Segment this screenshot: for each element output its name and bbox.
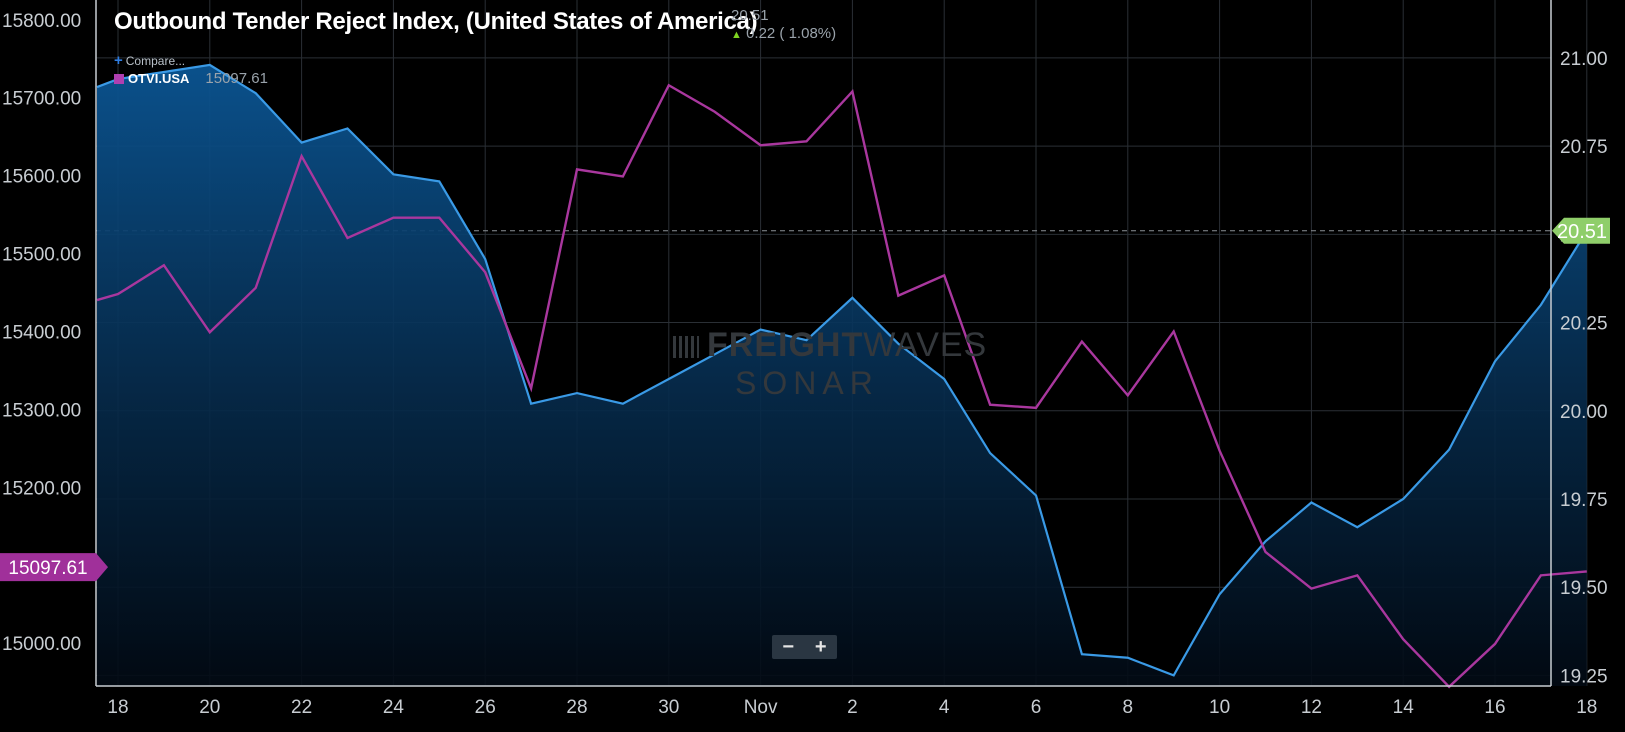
change-readout: ▲ 0.22 ( 1.08%) <box>731 25 836 42</box>
x-tick-label: 2 <box>847 697 858 718</box>
x-tick-label: 18 <box>107 697 128 718</box>
otvi-value-badge <box>0 553 108 582</box>
left-tick-label: 15000.00 <box>2 634 81 655</box>
freightwaves-logo-icon <box>673 336 699 358</box>
x-tick-label: 10 <box>1209 697 1230 718</box>
x-tick-label: 24 <box>383 697 405 718</box>
watermark-brand-bold: FREIGHT <box>707 326 864 364</box>
x-tick-label: 4 <box>939 697 950 718</box>
right-tick-label: 19.75 <box>1560 490 1608 511</box>
value-badges: 20.51 15097.61 <box>0 217 1610 582</box>
x-tick-label: 14 <box>1393 697 1415 718</box>
up-arrow-icon: ▲ <box>731 29 742 41</box>
x-tick-label: 6 <box>1031 697 1042 718</box>
right-tick-label: 20.00 <box>1560 402 1608 423</box>
watermark-product: SONAR <box>735 365 879 401</box>
x-tick-label: 26 <box>475 697 496 718</box>
otvi-value-badge-label: 15097.61 <box>8 558 87 579</box>
x-tick-label: 16 <box>1484 697 1505 718</box>
left-tick-label: 15800.00 <box>2 11 81 32</box>
zoom-controls: − + <box>772 635 837 659</box>
compare-label: Compare... <box>125 54 186 68</box>
last-price-badge <box>1552 217 1610 244</box>
change-value: 0.22 ( 1.08%) <box>746 25 837 42</box>
x-tick-label: Nov <box>744 697 778 718</box>
x-tick-label: 28 <box>566 697 587 718</box>
last-price-badge-label: 20.51 <box>1557 221 1607 243</box>
series-lines <box>96 63 1588 689</box>
compare-button[interactable]: + Compare... <box>114 52 185 69</box>
left-tick-label: 15600.00 <box>2 167 81 188</box>
x-tick-label: 22 <box>291 697 312 718</box>
chart-title: Outbound Tender Reject Index, (United St… <box>114 8 758 35</box>
otvi-swatch <box>114 74 124 84</box>
right-tick-label: 21.00 <box>1560 49 1608 70</box>
zoom-out-button[interactable]: − <box>782 636 795 658</box>
plus-icon: + <box>114 52 123 69</box>
right-tick-label: 20.25 <box>1560 314 1608 335</box>
watermark-logo: FREIGHTWAVES <box>673 326 987 365</box>
chart-axes: 18 20 22 24 26 28 30 Nov 2 4 6 8 10 12 14 16 1821.0020.7… <box>2 0 1608 718</box>
x-tick-label: 12 <box>1301 697 1322 718</box>
right-tick-label: 20.75 <box>1560 137 1608 158</box>
left-tick-label: 15300.00 <box>2 400 81 421</box>
left-tick-label: 15200.00 <box>2 478 81 499</box>
left-tick-label: 15400.00 <box>2 322 81 343</box>
x-tick-label: 18 <box>1576 697 1597 718</box>
legend-symbol: OTVI.USA <box>128 71 190 86</box>
left-tick-label: 15500.00 <box>2 245 81 266</box>
otri-line <box>96 63 1588 677</box>
right-tick-label: 19.50 <box>1560 578 1608 599</box>
otri-area <box>97 64 1587 686</box>
watermark-brand-light: WAVES <box>863 326 988 364</box>
otri-area-fill <box>97 64 1587 686</box>
last-value: 20.51 <box>731 7 769 24</box>
otvi-line <box>96 83 1587 689</box>
zoom-in-button[interactable]: + <box>814 636 827 658</box>
x-tick-label: 20 <box>199 697 220 718</box>
left-tick-label: 15700.00 <box>2 89 81 110</box>
legend-otvi[interactable]: OTVI.USA 15097.61 <box>114 70 268 87</box>
x-tick-label: 8 <box>1123 697 1134 718</box>
right-tick-label: 19.25 <box>1560 666 1608 687</box>
legend-value: 15097.61 <box>205 70 268 87</box>
x-tick-label: 30 <box>658 697 679 718</box>
